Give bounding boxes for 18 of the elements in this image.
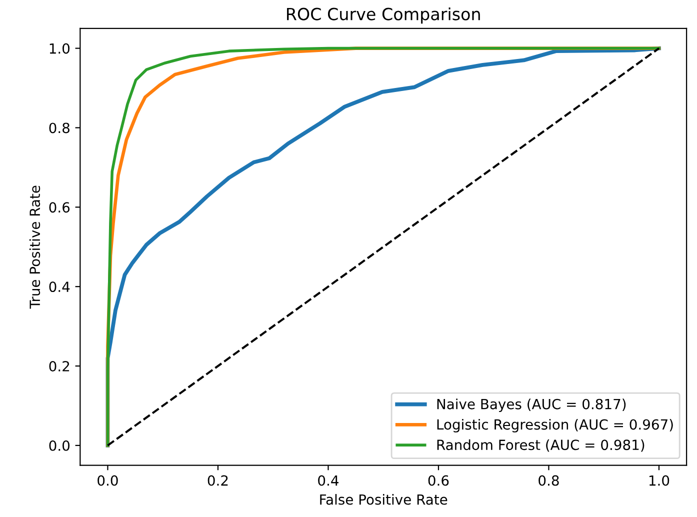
legend-label: Random Forest (AUC = 0.981) (437, 439, 644, 452)
chart-title: ROC Curve Comparison (287, 7, 480, 24)
x-tick-label: 1.0 (649, 475, 670, 486)
x-tick-label: 0.6 (428, 475, 449, 486)
y-tick-label: 0.6 (49, 202, 70, 213)
y-tick-label: 0.4 (49, 282, 70, 292)
y-tick-label: 0.8 (49, 122, 70, 134)
x-tick-label: 0.8 (538, 475, 559, 486)
x-tick-label: 0.2 (208, 475, 228, 486)
x-axis-title: False Positive Rate (320, 494, 448, 505)
y-tick-label: 0.2 (49, 360, 70, 372)
y-tick-label: 1.0 (50, 43, 70, 54)
y-tick-label: 0.0 (49, 440, 70, 451)
y-axis-title: True Positive Rate (29, 186, 40, 309)
x-tick-label: 0.0 (98, 475, 118, 486)
legend-label: Naive Bayes (AUC = 0.817) (437, 398, 626, 412)
legend-label: Logistic Regression (AUC = 0.967) (437, 418, 673, 432)
x-tick-label: 0.4 (318, 475, 338, 486)
